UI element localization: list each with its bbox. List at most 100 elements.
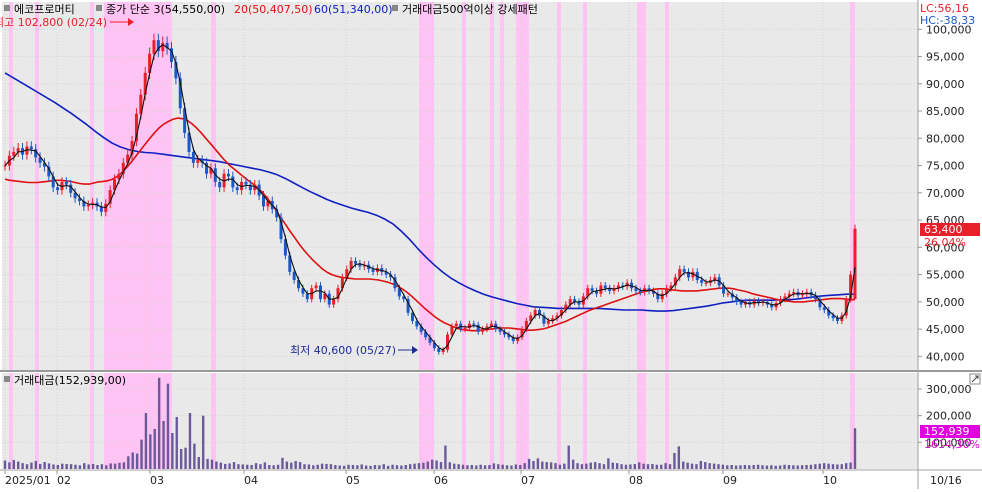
- volume-bar: [316, 464, 319, 469]
- volume-bar: [686, 462, 689, 469]
- stock-name[interactable]: 에코프로머티: [14, 3, 75, 16]
- candle-body: [665, 288, 669, 294]
- volume-bar: [479, 464, 482, 469]
- candle-body: [463, 328, 467, 330]
- volume-bar: [417, 463, 421, 469]
- candle-body: [174, 61, 178, 79]
- volume-bar: [422, 462, 425, 469]
- pattern-legend[interactable]: 거래대금500억이상 강세패턴: [402, 3, 538, 16]
- volume-bar: [373, 465, 377, 469]
- volume-bar: [651, 463, 654, 469]
- pattern-band: [35, 373, 39, 469]
- volume-bar: [259, 464, 262, 469]
- volume-bar: [453, 463, 456, 469]
- pattern-band: [211, 373, 216, 469]
- volume-bar: [571, 459, 575, 469]
- volume-bar: [536, 458, 540, 469]
- pattern-band: [9, 2, 13, 370]
- legend-marker-icon: [392, 5, 398, 11]
- candle-body: [384, 271, 388, 275]
- pattern-band: [516, 2, 529, 370]
- candle-body: [301, 288, 305, 294]
- candle-body: [594, 290, 598, 294]
- candle-body: [849, 274, 853, 300]
- volume-bar: [717, 464, 720, 469]
- volume-bar: [770, 465, 773, 469]
- ma20-legend[interactable]: 20(50,407,50): [234, 3, 313, 16]
- volume-bar: [827, 463, 830, 469]
- candle-body: [156, 40, 160, 52]
- volume-bar: [853, 428, 857, 469]
- volume-bar: [157, 377, 161, 469]
- y-tick-label: 80,000: [926, 132, 965, 145]
- volume-bar: [510, 465, 513, 469]
- y-tick-label: 55,000: [926, 269, 965, 282]
- volume-bar: [47, 463, 51, 469]
- volume-bar: [96, 465, 99, 469]
- pattern-band: [583, 2, 587, 370]
- volume-bar: [135, 453, 139, 469]
- candle-body: [305, 293, 309, 300]
- y-tick-label: 40,000: [926, 350, 965, 363]
- ma60-polyline: [4, 72, 855, 312]
- x-tick-label: 09: [723, 474, 737, 487]
- candle-body: [410, 312, 414, 321]
- legend-marker-icon: [4, 5, 10, 11]
- close-ma-polyline: [4, 44, 856, 351]
- candle-body: [559, 310, 563, 316]
- x-tick-label: 2025/01: [5, 474, 51, 487]
- ma20-line: [4, 117, 855, 332]
- volume-bar: [695, 464, 698, 469]
- close-ma-legend[interactable]: 종가 단순 3(54,550,00): [106, 3, 225, 16]
- lc-value: LC:56,16: [920, 2, 969, 15]
- volume-bar: [171, 433, 174, 469]
- volume-bar: [3, 460, 7, 469]
- y-tick-label: 100,000: [926, 23, 972, 36]
- volume-title[interactable]: 거래대금(152,939,00): [14, 374, 126, 387]
- candle-body: [69, 184, 73, 193]
- volume-bar: [761, 465, 764, 469]
- candle-body: [148, 53, 152, 73]
- volume-bar: [545, 462, 548, 469]
- candle-body: [573, 299, 577, 302]
- volume-bar: [201, 415, 205, 469]
- expand-icon: [971, 375, 979, 383]
- volume-bar: [100, 464, 104, 469]
- ma60-legend[interactable]: 60(51,340,00): [314, 3, 393, 16]
- candle-body: [340, 277, 344, 289]
- volume-bar: [646, 464, 650, 469]
- volume-bar: [532, 461, 535, 469]
- volume-bar: [461, 464, 465, 469]
- volume-axis: 300,000 200,000 100,000: [918, 383, 972, 449]
- candle-body: [516, 337, 520, 342]
- candle-body: [99, 206, 103, 212]
- volume-bar: [483, 465, 487, 469]
- volume-bar: [598, 463, 601, 469]
- candle-body: [244, 181, 248, 185]
- candle-body: [314, 285, 318, 289]
- volume-bar: [475, 465, 478, 469]
- pattern-band: [35, 2, 39, 370]
- candle-body: [3, 165, 7, 167]
- volume-bar: [250, 465, 253, 469]
- y-tick-label: 60,000: [926, 241, 965, 254]
- candle-body: [529, 315, 533, 321]
- pattern-highlights: [9, 2, 855, 469]
- volume-bar: [34, 461, 38, 469]
- volume-bar: [307, 464, 311, 469]
- hc-value: HC:-38,33: [920, 14, 975, 27]
- candle-body: [380, 268, 384, 272]
- candle-body: [432, 342, 436, 349]
- volume-bar: [523, 463, 526, 469]
- ma60-line: [4, 72, 855, 312]
- candle-body: [12, 151, 16, 156]
- pattern-band: [211, 2, 216, 370]
- candle-body: [542, 315, 546, 324]
- volume-bar: [814, 464, 817, 469]
- candle-body: [288, 255, 292, 272]
- candle-body: [406, 299, 410, 313]
- candle-body: [814, 295, 818, 300]
- volume-bar: [712, 463, 716, 469]
- volume-bar: [219, 462, 223, 469]
